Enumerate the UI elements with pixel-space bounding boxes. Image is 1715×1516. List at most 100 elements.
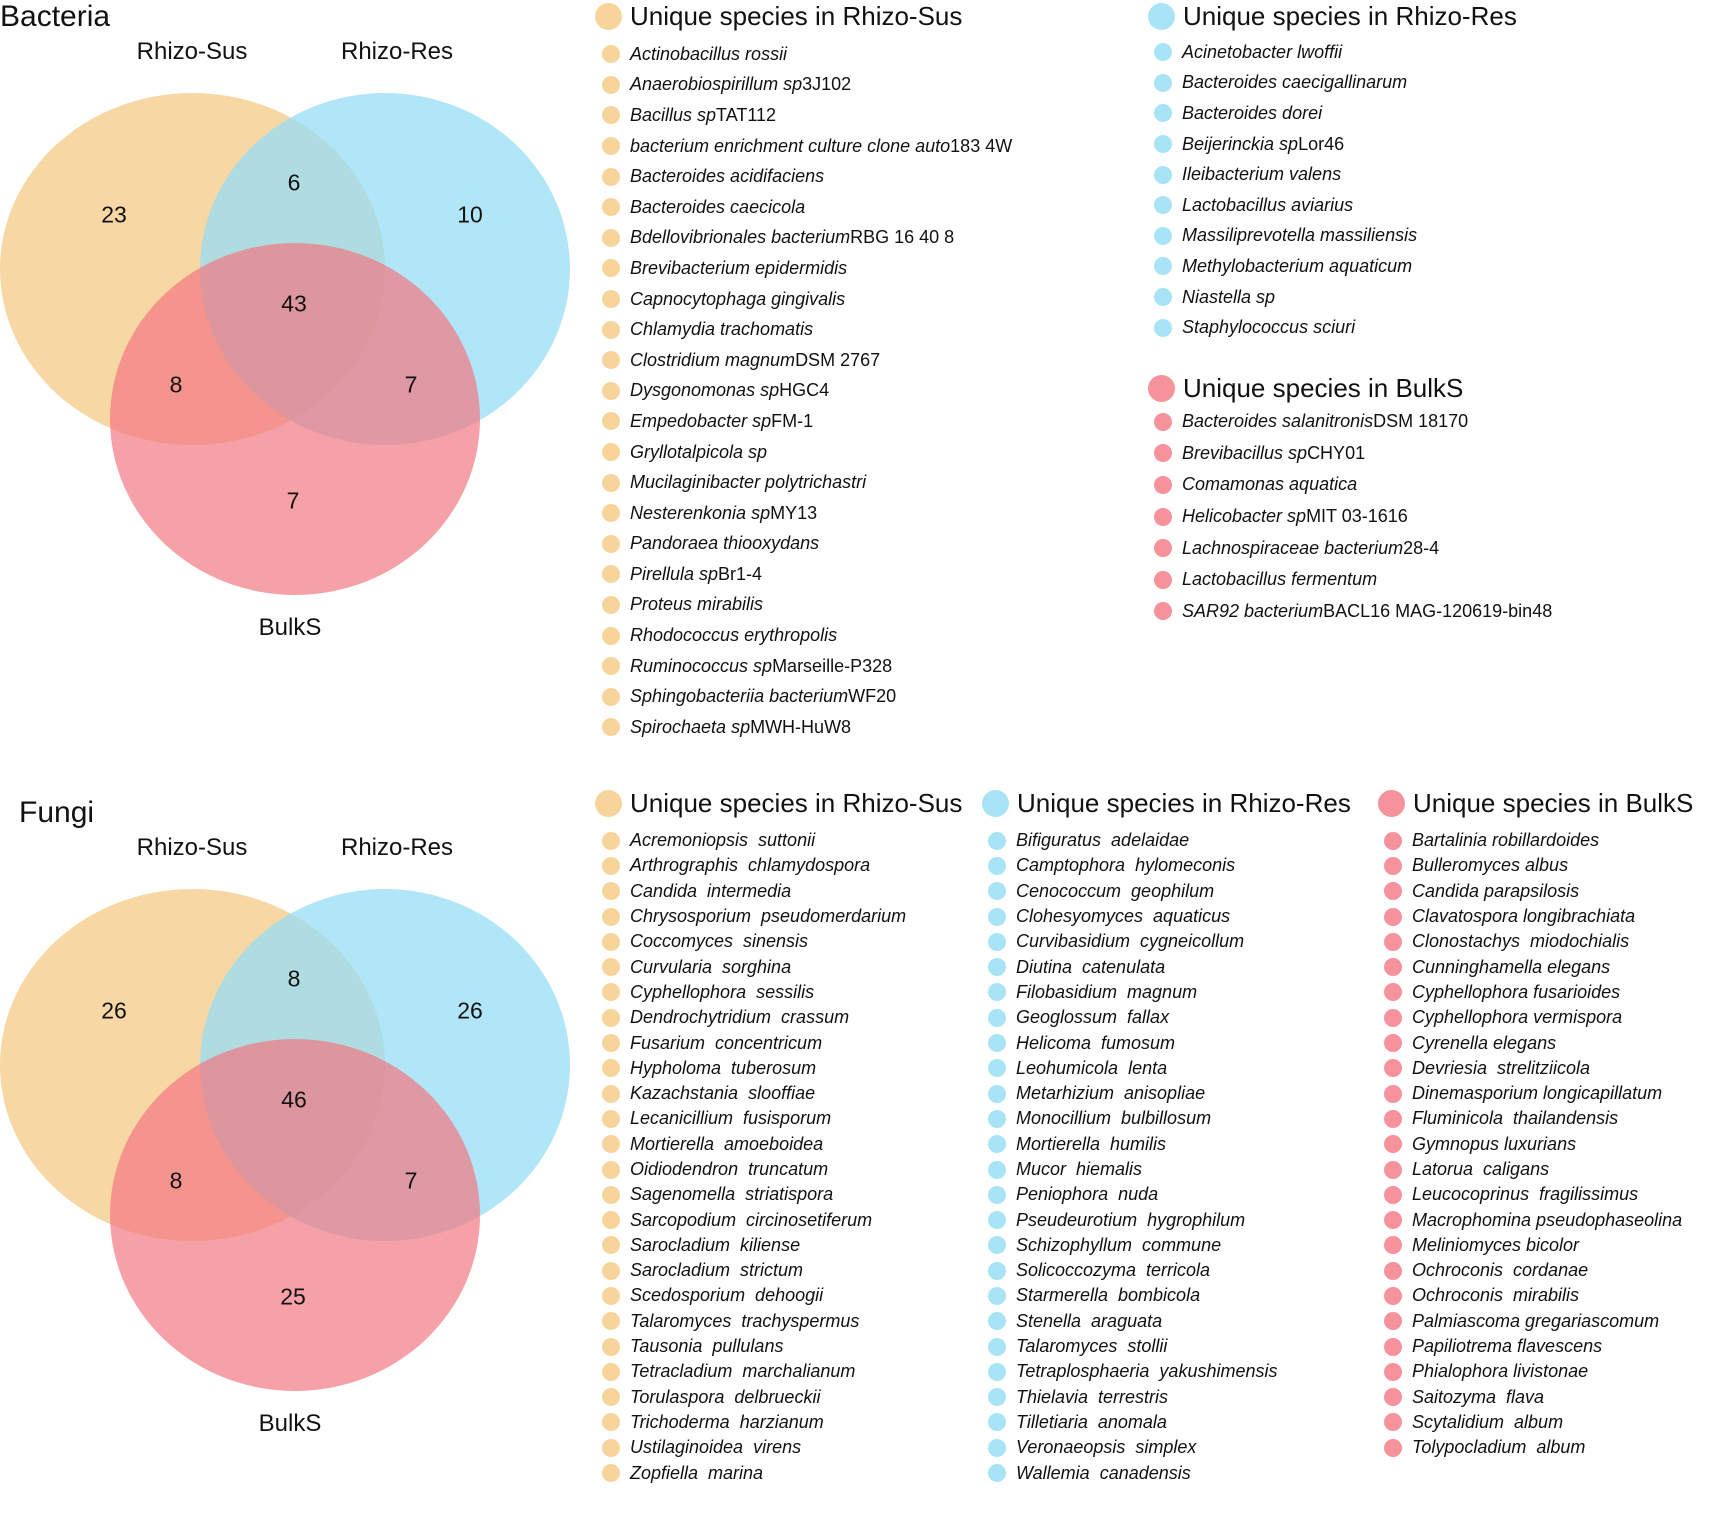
legend-dot-icon <box>988 1388 1006 1407</box>
venn-label-res: Rhizo-Res <box>340 834 454 861</box>
legend-dot-icon <box>1154 602 1172 621</box>
species-name: Fluminicola thailandensis <box>1412 1108 1619 1129</box>
species-list-item: Leucocoprinus fragilissimus <box>1384 1182 1682 1207</box>
legend-dot-icon <box>1154 570 1172 589</box>
species-list-item: Sphingobacteriia bacterium WF20 <box>602 681 1012 712</box>
species-name: Palmiascoma gregariascomum <box>1412 1310 1660 1331</box>
species-list-item: Veronaeopsis simplex <box>988 1435 1277 1460</box>
species-list-item: Pseudeurotium hygrophilum <box>988 1207 1277 1232</box>
species-strain: MWH-HuW8 <box>750 716 852 737</box>
legend-dot-icon <box>1384 1337 1402 1356</box>
legend-dot-icon <box>602 228 620 247</box>
species-name: Mortierella amoeboidea <box>630 1133 824 1154</box>
legend-dot-icon <box>988 1413 1006 1432</box>
species-list-item: Sarcopodium circinosetiferum <box>602 1207 906 1232</box>
species-list-item: Filobasidium magnum <box>988 980 1277 1005</box>
legend-dot-icon <box>988 958 1006 977</box>
species-list-item: Nesterenkonia sp MY13 <box>602 498 1012 529</box>
species-name: Diutina catenulata <box>1016 956 1166 977</box>
legend-dot-icon <box>602 137 620 156</box>
legend-dot-icon <box>602 106 620 125</box>
venn-count-sus-only: 23 <box>101 201 127 228</box>
species-name: Curvibasidium cygneicollum <box>1016 931 1245 952</box>
bacteria-legend-bulk-list: Bacteroides salanitronis DSM 18170 Brevib… <box>1154 406 1552 627</box>
legend-dot-icon <box>988 1261 1006 1280</box>
venn-label-res: Rhizo-Res <box>340 38 454 65</box>
species-name: Sarcopodium circinosetiferum <box>630 1209 873 1230</box>
species-name: bacterium enrichment culture clone auto <box>630 135 951 156</box>
legend-dot-icon <box>1384 1160 1402 1179</box>
species-list-item: Rhodococcus erythropolis <box>602 620 1012 651</box>
fungi-legend-sus-title: Unique species in Rhizo-Sus <box>595 788 962 819</box>
species-list-item: Mortierella humilis <box>988 1132 1277 1157</box>
species-name: Dinemasporium longicapillatum <box>1412 1083 1663 1104</box>
venn-circle-bulk <box>110 243 480 595</box>
species-name: Zopfiella marina <box>630 1462 764 1483</box>
species-name: Brevibacterium epidermidis <box>630 257 848 278</box>
legend-dot-icon <box>988 1160 1006 1179</box>
species-name: Trichoderma harzianum <box>630 1411 824 1432</box>
species-name: Nesterenkonia sp <box>630 502 771 523</box>
legend-dot-icon <box>1384 983 1402 1002</box>
species-list-item: Torulaspora delbrueckii <box>602 1385 906 1410</box>
species-list-item: Clonostachys miodochialis <box>1384 929 1682 954</box>
venn-count-all: 46 <box>281 1086 307 1113</box>
legend-marker-icon <box>982 790 1009 817</box>
species-list-item: Arthrographis chlamydospora <box>602 853 906 878</box>
species-name: Camptophora hylomeconis <box>1016 855 1236 876</box>
species-name: Veronaeopsis simplex <box>1016 1437 1197 1458</box>
species-strain: 3J102 <box>802 74 852 95</box>
species-list-item: Metarhizium anisopliae <box>988 1081 1277 1106</box>
species-list-item: Hypholoma tuberosum <box>602 1056 906 1081</box>
legend-dot-icon <box>1384 1362 1402 1381</box>
species-list-item: Curvibasidium cygneicollum <box>988 929 1277 954</box>
legend-dot-icon <box>1384 932 1402 951</box>
species-list-item: Cunninghamella elegans <box>1384 954 1682 979</box>
venn-count-sus-res: 6 <box>287 169 301 196</box>
legend-dot-icon <box>602 1034 620 1053</box>
species-name: Curvularia sorghina <box>630 956 792 977</box>
fungi-legend-sus-list: Acremoniopsis suttonii Arthrographis chla… <box>602 828 906 1486</box>
species-list-item: Ustilaginoidea virens <box>602 1435 906 1460</box>
species-name: Bacillus sp <box>630 104 717 125</box>
species-list-item: Cenococcum geophilum <box>988 879 1277 904</box>
species-list-item: Peniophora nuda <box>988 1182 1277 1207</box>
species-list-item: Ruminococcus sp Marseille-P328 <box>602 651 1012 682</box>
species-list-item: Stenella araguata <box>988 1309 1277 1334</box>
species-strain: 28-4 <box>1403 537 1440 558</box>
species-name: Ustilaginoidea virens <box>630 1437 802 1458</box>
fungi-legend-res-title: Unique species in Rhizo-Res <box>982 788 1351 819</box>
species-name: Latorua caligans <box>1412 1159 1550 1179</box>
legend-dot-icon <box>1384 1008 1402 1027</box>
species-name: Dysgonomonas sp <box>630 380 780 401</box>
species-name: Geoglossum fallax <box>1016 1007 1170 1028</box>
legend-dot-icon <box>1384 1261 1402 1280</box>
species-name: Gymnopus luxurians <box>1412 1133 1577 1154</box>
species-list-item: Spirochaeta sp MWH-HuW8 <box>602 712 1012 743</box>
fungi-venn: Rhizo-Sus Rhizo-Res BulkS 26 8 26 46 8 7… <box>0 796 600 1516</box>
species-name: Mortierella humilis <box>1016 1133 1167 1154</box>
species-name: Gryllotalpicola sp <box>630 441 768 462</box>
legend-dot-icon <box>1384 1286 1402 1305</box>
legend-dot-icon <box>602 1084 620 1103</box>
species-list-item: Cyphellophora sessilis <box>602 980 906 1005</box>
legend-dot-icon <box>1154 507 1172 526</box>
species-list-item: Capnocytophaga gingivalis <box>602 284 1012 315</box>
species-name: Sarocladium strictum <box>630 1260 804 1281</box>
legend-dot-icon <box>602 1438 620 1457</box>
species-list-item: Saitozyma flava <box>1384 1385 1682 1410</box>
species-list-item: Kazachstania slooffiae <box>602 1081 906 1106</box>
legend-dot-icon <box>1384 882 1402 901</box>
legend-dot-icon <box>602 657 620 676</box>
species-list-item: Dinemasporium longicapillatum <box>1384 1081 1682 1106</box>
species-list-item: Candida intermedia <box>602 879 906 904</box>
species-list-item: Oidiodendron truncatum <box>602 1157 906 1182</box>
legend-dot-icon <box>1154 73 1172 92</box>
legend-dot-icon <box>602 45 620 64</box>
species-strain: DSM 18170 <box>1373 411 1469 432</box>
species-name: Tilletiaria anomala <box>1016 1411 1167 1432</box>
legend-dot-icon <box>988 983 1006 1002</box>
species-name: Monocillium bulbillosum <box>1016 1108 1212 1129</box>
species-list-item: Pirellula sp Br1-4 <box>602 559 1012 590</box>
legend-dot-icon <box>1384 831 1402 850</box>
